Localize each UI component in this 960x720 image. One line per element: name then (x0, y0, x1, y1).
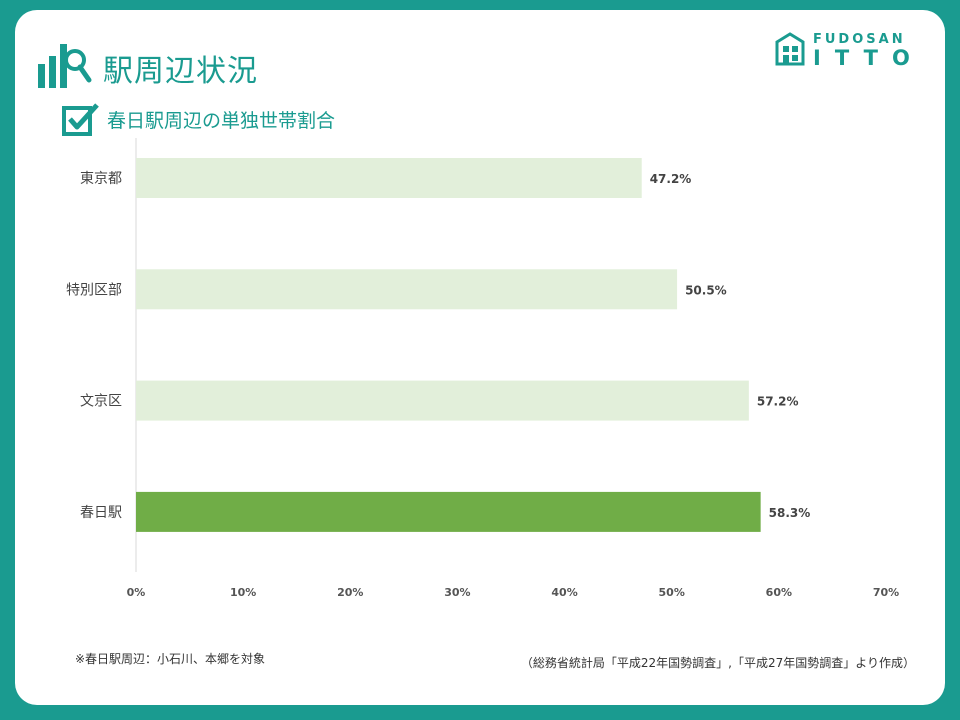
source-note: （総務省統計局「平成22年国勢調査」,「平成27年国勢調査」より作成） (520, 656, 915, 670)
x-tick-label: 70% (873, 586, 899, 599)
x-tick-label: 20% (337, 586, 363, 599)
data-label: 50.5% (685, 283, 727, 297)
logo-line1: FUDOSAN (813, 32, 906, 47)
bar (136, 491, 761, 532)
data-label: 58.3% (769, 506, 811, 520)
building-logo-icon (775, 32, 805, 66)
checkbox-icon (62, 103, 99, 136)
data-label: 47.2% (650, 172, 692, 186)
bar (136, 158, 642, 198)
chart-subtitle: 春日駅周辺の単独世帯割合 (107, 110, 336, 132)
bar (136, 269, 678, 310)
category-label: 文京区 (80, 394, 122, 410)
x-tick-label: 10% (230, 586, 256, 599)
slide-card: 駅周辺状況 FUDOSAN ITTO 春日駅周辺の単独世帯割合 東京都 47.2%… (15, 10, 945, 705)
category-label: 特別区部 (66, 282, 122, 298)
x-tick-label: 50% (659, 586, 685, 599)
data-label: 57.2% (757, 395, 799, 409)
x-tick-label: 40% (551, 586, 577, 599)
x-tick-label: 0% (127, 586, 146, 599)
category-label: 東京都 (80, 171, 122, 187)
logo-line2: ITTO (813, 46, 924, 70)
footnote: ※春日駅周辺：小石川、本郷を対象 (75, 652, 266, 666)
category-label: 春日駅 (80, 505, 122, 521)
bar-chart: 東京都 47.2% 特別区部 50.5% 文京区 57.2% 春日駅 58.3% 0% 10% 20… (66, 138, 899, 599)
x-tick-label: 60% (766, 586, 792, 599)
bar (136, 380, 749, 421)
page-title: 駅周辺状況 (103, 54, 258, 89)
brand-logo: FUDOSAN ITTO (773, 22, 923, 72)
bar-chart-magnifier-icon (38, 44, 92, 88)
x-tick-label: 30% (444, 586, 470, 599)
